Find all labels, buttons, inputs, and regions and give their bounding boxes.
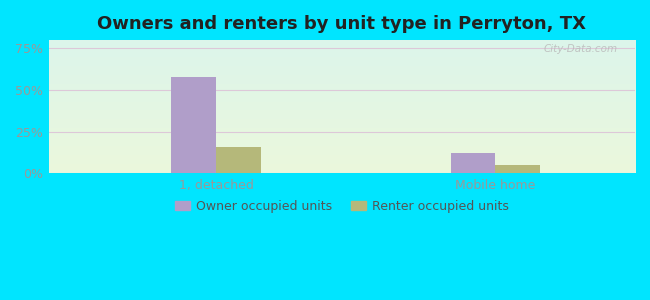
Bar [172, 77, 216, 173]
Text: City-Data.com: City-Data.com [543, 44, 618, 54]
Bar [495, 165, 540, 173]
Legend: Owner occupied units, Renter occupied units: Owner occupied units, Renter occupied un… [170, 195, 514, 218]
Bar [450, 154, 495, 173]
Bar [216, 147, 261, 173]
Title: Owners and renters by unit type in Perryton, TX: Owners and renters by unit type in Perry… [98, 15, 586, 33]
